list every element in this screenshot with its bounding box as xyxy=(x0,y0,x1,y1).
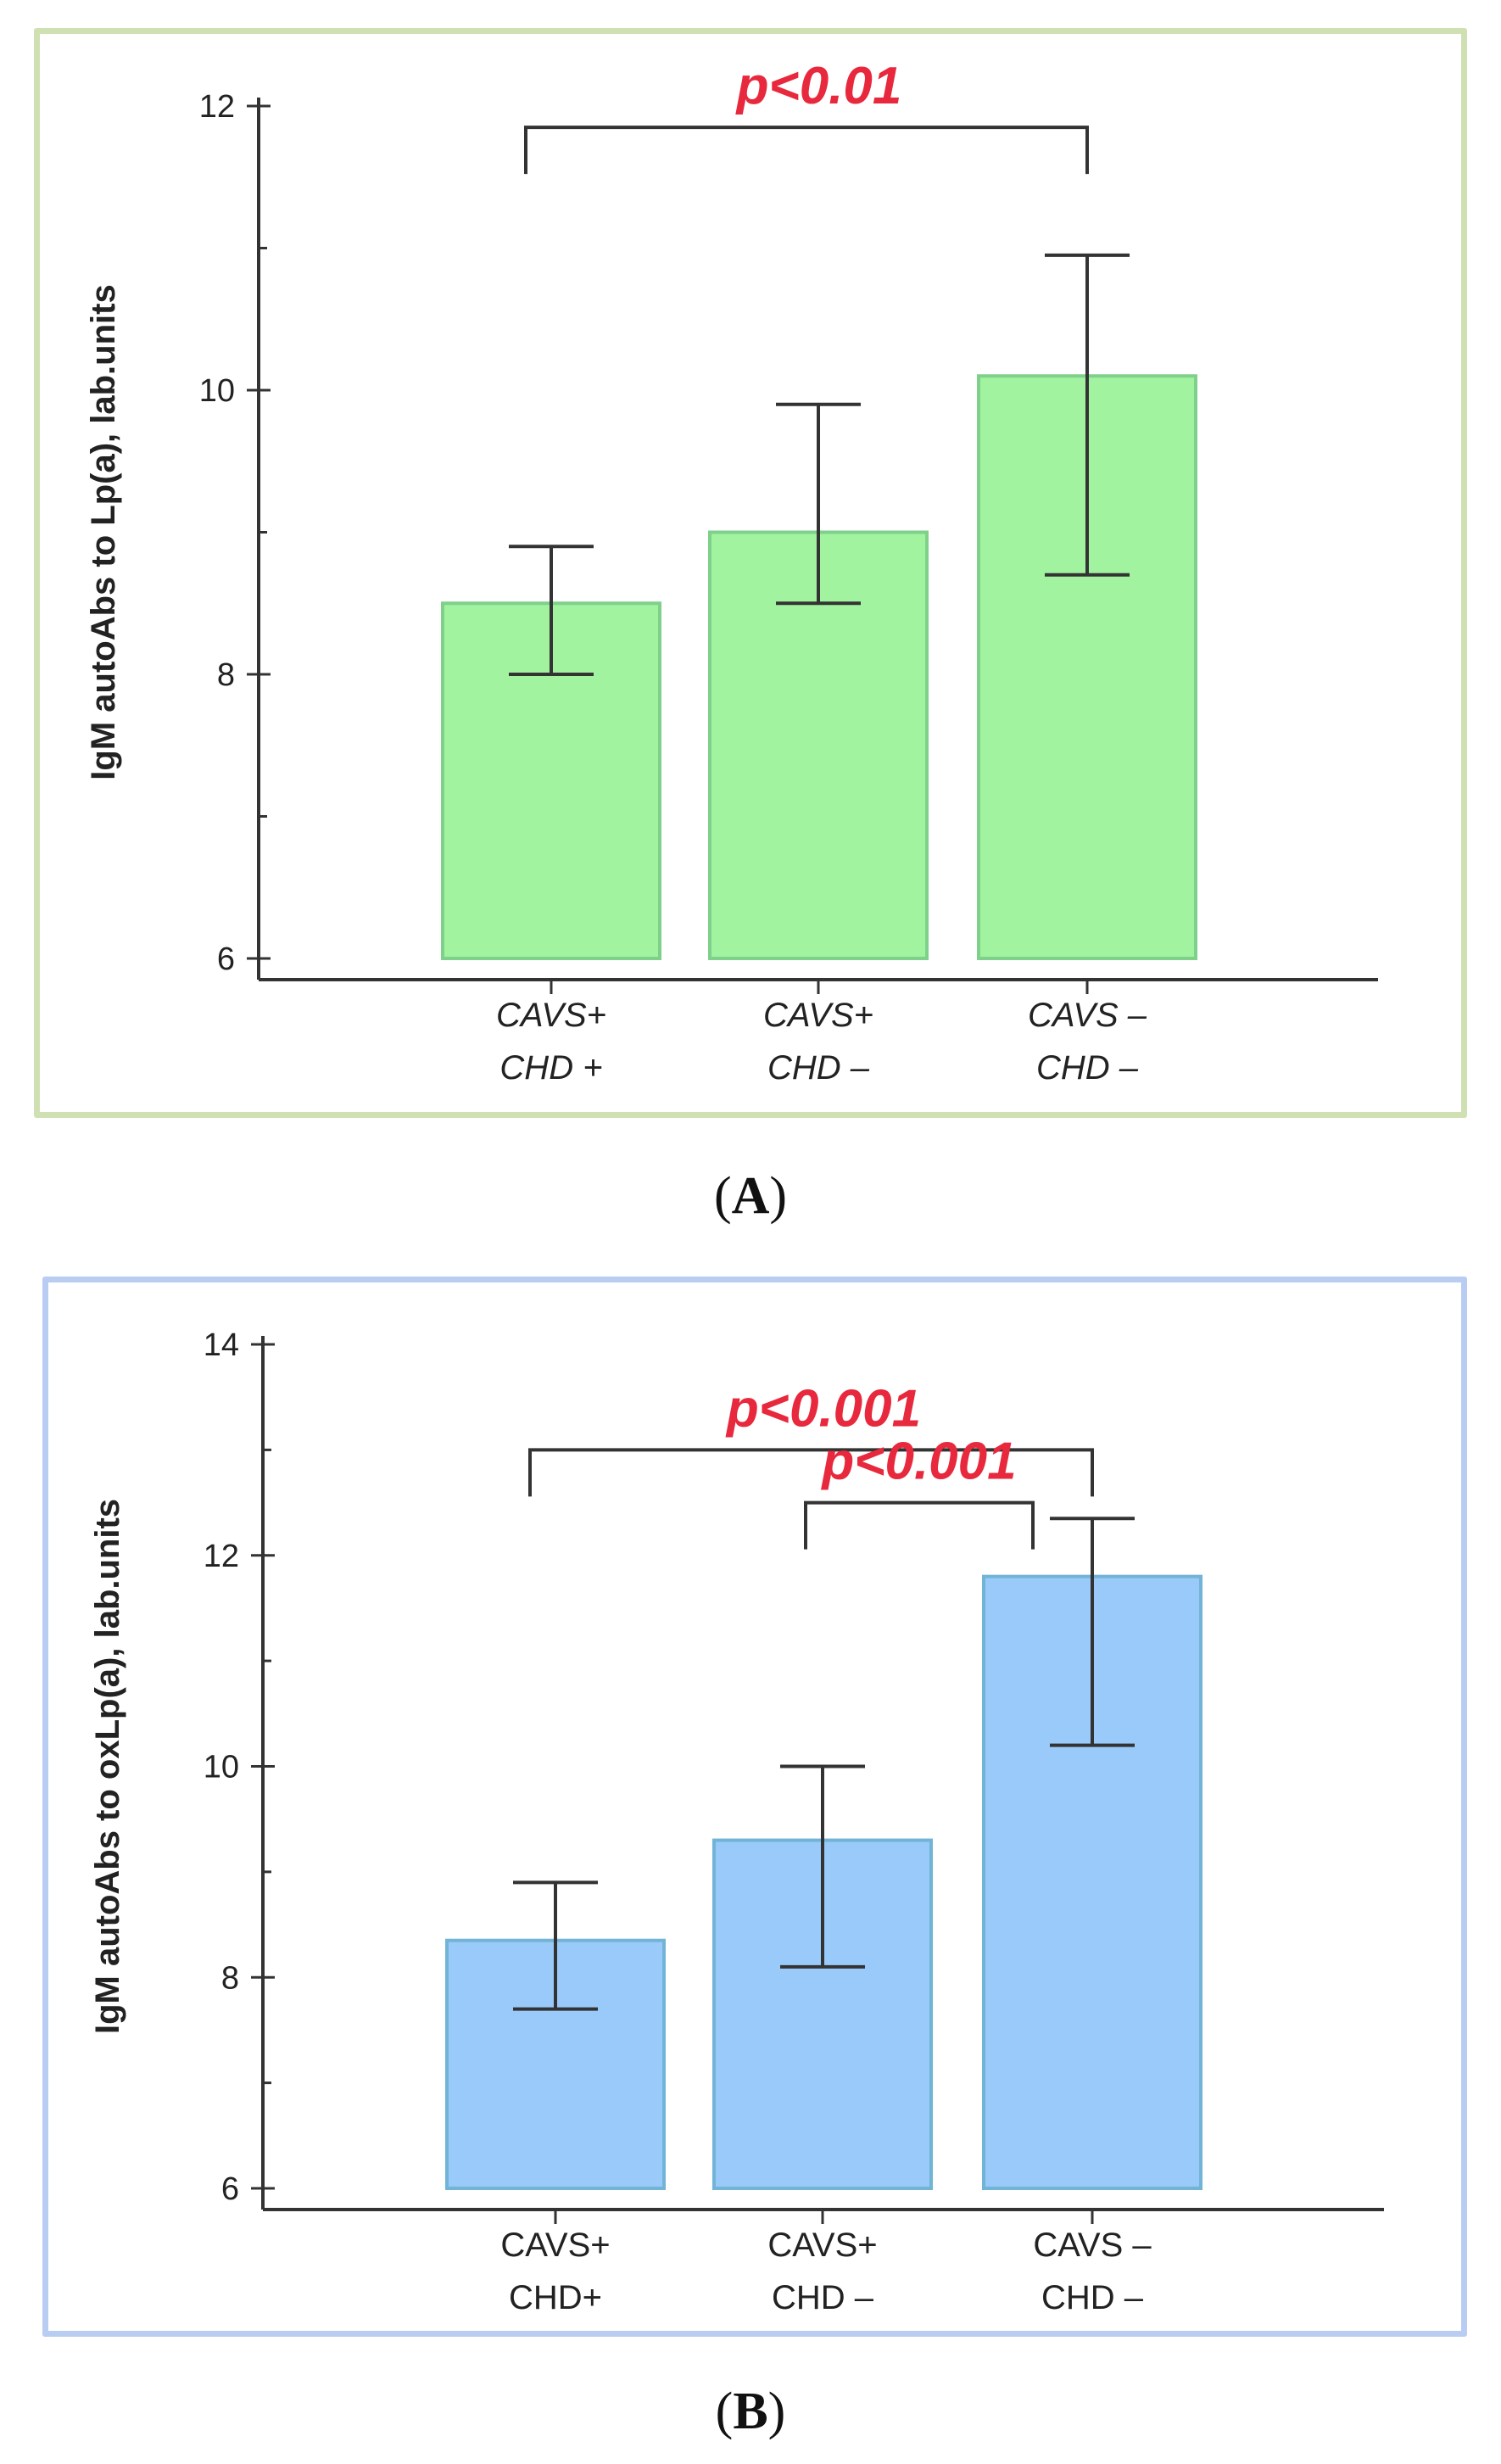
chart-a: 6 8 10 12 CAVS+ CHD + CAVS+ CHD – CAVS – CHD – IgM… xyxy=(85,57,1378,1087)
category-label-2-line-2: CHD – xyxy=(772,2279,874,2316)
caption-a: (A) xyxy=(713,1167,788,1225)
category-label-3-line-2: CHD – xyxy=(1041,2279,1144,2316)
category-label-3-line-2: CHD – xyxy=(1036,1049,1139,1087)
significance-bracket-1 xyxy=(528,1448,1094,1497)
category-label-3-line-1: CAVS – xyxy=(1033,2227,1152,2264)
category-label-1-line-2: CHD+ xyxy=(509,2279,602,2316)
category-label-1-line-2: CHD + xyxy=(499,1049,602,1087)
y-tick-label: 12 xyxy=(199,89,235,125)
y-axis-label: IgM autoAbs to oxLp(a), lab.units xyxy=(89,1499,126,2034)
category-label-1-line-1: CAVS+ xyxy=(496,997,606,1034)
y-tick-label: 10 xyxy=(199,373,235,409)
y-tick-label: 12 xyxy=(204,1539,239,1574)
category-label-2-line-1: CAVS+ xyxy=(763,997,873,1034)
category-label-1-line-1: CAVS+ xyxy=(500,2227,610,2264)
y-tick-label: 6 xyxy=(221,2171,239,2207)
significance-label-1: p<0.01 xyxy=(735,57,902,115)
significance-label-2: p<0.001 xyxy=(820,1433,1016,1491)
y-tick-label: 10 xyxy=(204,1750,239,1785)
significance-bracket-1 xyxy=(524,126,1089,175)
significance-label-1: p<0.001 xyxy=(725,1379,921,1438)
caption-b: (B) xyxy=(715,2383,786,2440)
significance-bracket-2 xyxy=(804,1500,1035,1550)
y-tick-label: 8 xyxy=(221,1960,239,1996)
y-tick-label: 14 xyxy=(204,1327,239,1363)
category-label-3-line-1: CAVS – xyxy=(1028,997,1147,1034)
y-tick-label: 6 xyxy=(217,941,235,977)
y-axis-label: IgM autoAbs to Lp(a), lab.units xyxy=(85,284,122,779)
category-label-2-line-1: CAVS+ xyxy=(767,2227,877,2264)
y-tick-label: 8 xyxy=(217,657,235,693)
category-label-2-line-2: CHD – xyxy=(767,1049,870,1087)
